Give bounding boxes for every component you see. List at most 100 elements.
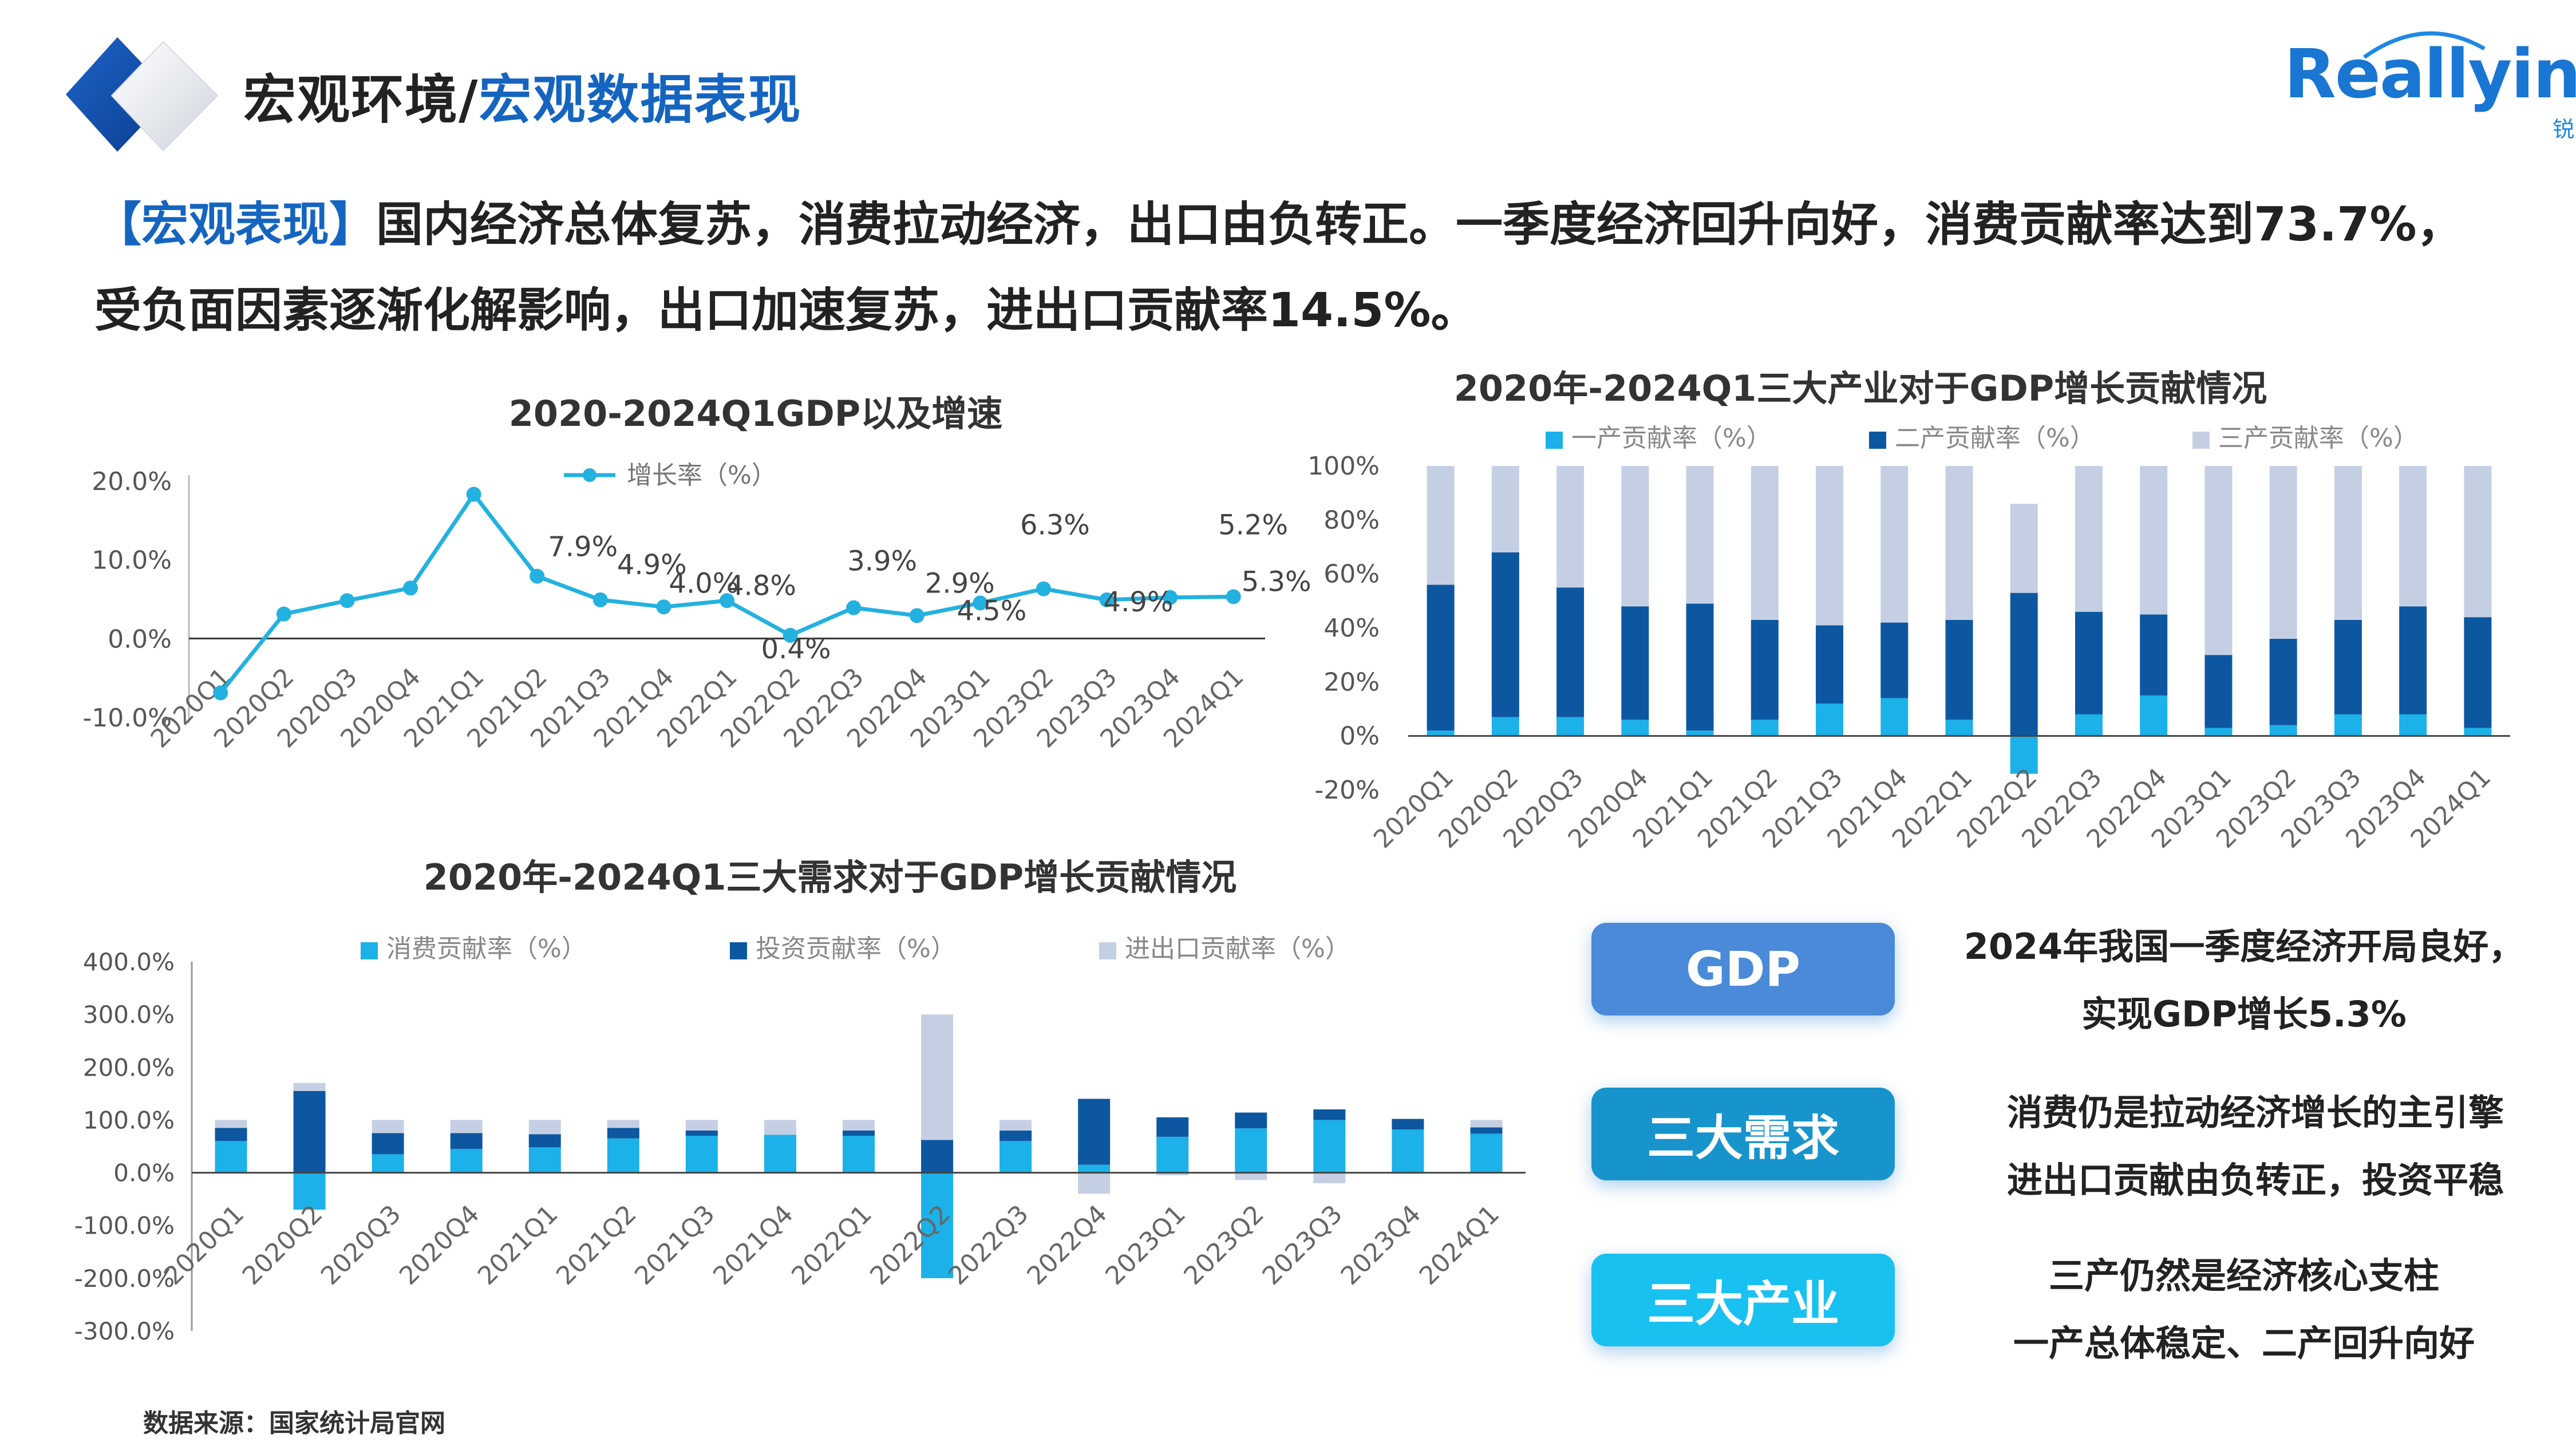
gdp-y-tick: -10.0% bbox=[82, 704, 172, 733]
demand-bar-2 bbox=[999, 1130, 1032, 1141]
industry-bar-3 bbox=[1880, 466, 1909, 623]
demand-legend-swatch bbox=[1099, 942, 1116, 959]
industry-legend-swatch bbox=[1869, 432, 1886, 449]
demand-legend-label: 投资贡献率（%） bbox=[756, 934, 956, 963]
industry-y-tick: 40% bbox=[1323, 614, 1380, 643]
industry-bar-2 bbox=[2140, 614, 2168, 696]
gdp-point bbox=[530, 568, 545, 584]
industry-y-tick: 60% bbox=[1323, 560, 1380, 589]
demand-bar-2 bbox=[450, 1133, 483, 1149]
industry-bar-3 bbox=[2334, 466, 2362, 620]
logo-brand: Reallyinfo bbox=[2284, 34, 2576, 113]
demand-legend-swatch bbox=[730, 942, 747, 959]
demand-bar-1 bbox=[999, 1141, 1032, 1173]
gdp-data-label: 4.9% bbox=[1104, 586, 1174, 618]
industry-bar-3 bbox=[1816, 466, 1844, 626]
industry-bar-2 bbox=[2010, 592, 2038, 736]
demand-x-tick: 2022Q3 bbox=[943, 1199, 1034, 1291]
gdp-point bbox=[1036, 581, 1051, 596]
gdp-point bbox=[783, 627, 798, 643]
demand-legend-label: 消费贡献率（%） bbox=[386, 934, 587, 963]
industry-bar-2 bbox=[1880, 622, 1909, 698]
demand-bar-2 bbox=[215, 1128, 247, 1141]
demand-x-tick: 2021Q3 bbox=[629, 1199, 721, 1291]
gdp-data-label: 4.9% bbox=[617, 549, 687, 581]
industry-bar-2 bbox=[1816, 625, 1844, 704]
page-title: 宏观环境/宏观数据表现 bbox=[243, 57, 802, 133]
industry-bar-3 bbox=[1751, 466, 1779, 620]
demand-bar-1 bbox=[1235, 1128, 1267, 1173]
demand-x-tick: 2021Q1 bbox=[472, 1199, 564, 1291]
industry-bar-1 bbox=[2140, 695, 2168, 736]
gdp-point bbox=[213, 685, 228, 701]
summary-gdp-line1: 2024年我国一季度经济开局良好， bbox=[1963, 926, 2524, 967]
industry-legend-label: 二产贡献率（%） bbox=[1895, 424, 2095, 453]
demand-bar-3 bbox=[843, 1120, 875, 1131]
industry-y-tick: 20% bbox=[1323, 667, 1380, 697]
demand-y-tick: 100.0% bbox=[83, 1106, 175, 1134]
summary-label-demand: 三大需求 bbox=[1646, 1109, 1839, 1166]
industry-bar-1 bbox=[1556, 717, 1585, 736]
demand-bar-1 bbox=[293, 1172, 326, 1210]
industry-bar-1 bbox=[2464, 728, 2492, 736]
demand-bar-1 bbox=[1392, 1129, 1424, 1173]
demand-bar-1 bbox=[685, 1136, 718, 1173]
demand-x-tick: 2023Q1 bbox=[1100, 1199, 1191, 1291]
gdp-point bbox=[1099, 592, 1115, 607]
gdp-data-label: 6.3% bbox=[1020, 509, 1090, 542]
industry-bar-1 bbox=[2075, 714, 2103, 736]
industry-bar-1 bbox=[2334, 714, 2362, 736]
gdp-data-label: 4.5% bbox=[957, 595, 1026, 627]
industry-bar-3 bbox=[1427, 466, 1455, 585]
demand-bar-2 bbox=[293, 1091, 326, 1173]
demand-bar-3 bbox=[1470, 1120, 1503, 1128]
summary-label-industry: 三大产业 bbox=[1646, 1275, 1839, 1332]
industry-legend-label: 一产贡献率（%） bbox=[1571, 424, 1772, 453]
logo-arc-icon bbox=[2362, 31, 2486, 59]
intro-tag: 【宏观表现】 bbox=[94, 197, 377, 252]
demand-x-tick: 2022Q1 bbox=[786, 1199, 878, 1291]
industry-legend-label: 三产贡献率（%） bbox=[2218, 424, 2419, 453]
industry-y-tick: -20% bbox=[1314, 776, 1380, 805]
demand-bar-2 bbox=[1392, 1119, 1424, 1130]
summary-text-industry: 三产仍然是经济核心支柱 一产总体稳定、二产回升向好 bbox=[1935, 1242, 2553, 1377]
gdp-point bbox=[973, 595, 988, 611]
demand-bar-1 bbox=[215, 1141, 247, 1173]
industry-bar-2 bbox=[1491, 552, 1519, 717]
industry-bar-3 bbox=[2399, 466, 2427, 607]
demand-bar-3 bbox=[999, 1120, 1032, 1131]
summary-industry-line1: 三产仍然是经济核心支柱 bbox=[2048, 1255, 2439, 1297]
demand-bar-2 bbox=[1470, 1127, 1503, 1134]
title-part2: 宏观数据表现 bbox=[479, 69, 802, 131]
demand-y-tick: 0.0% bbox=[113, 1159, 175, 1187]
demand-bar-3 bbox=[921, 1014, 954, 1140]
demand-chart-title: 2020年-2024Q1三大需求对于GDP增长贡献情况 bbox=[423, 856, 1237, 898]
industry-bar-1 bbox=[1945, 720, 1973, 736]
demand-bar-3 bbox=[1313, 1172, 1346, 1183]
demand-y-tick: 300.0% bbox=[83, 1001, 175, 1029]
intro-text: 【宏观表现】国内经济总体复苏，消费拉动经济，出口由负转正。一季度经济回升向好，消… bbox=[94, 182, 2533, 354]
demand-y-tick: -200.0% bbox=[74, 1265, 175, 1293]
gdp-point bbox=[846, 600, 862, 615]
industry-legend-swatch bbox=[1546, 432, 1563, 449]
industry-legend-swatch bbox=[2192, 432, 2210, 449]
demand-bar-2 bbox=[1078, 1099, 1111, 1165]
demand-bar-2 bbox=[921, 1140, 954, 1173]
demand-bar-2 bbox=[372, 1133, 404, 1155]
demand-bar-1 bbox=[450, 1149, 483, 1173]
gdp-legend-label: 增长率（%） bbox=[627, 461, 777, 490]
demand-legend-swatch bbox=[361, 942, 378, 959]
industry-bar-2 bbox=[2464, 617, 2492, 728]
industry-bar-3 bbox=[2269, 466, 2297, 639]
demand-bar-3 bbox=[685, 1120, 718, 1131]
demand-x-tick: 2023Q3 bbox=[1257, 1199, 1349, 1291]
demand-bar-3 bbox=[293, 1082, 326, 1091]
demand-x-tick: 2021Q2 bbox=[551, 1199, 642, 1291]
demand-bar-1 bbox=[1156, 1136, 1189, 1173]
gdp-data-label: 4.0% bbox=[669, 567, 738, 599]
gdp-data-label: 3.9% bbox=[847, 546, 917, 578]
demand-bar-3 bbox=[372, 1120, 404, 1133]
demand-bar-1 bbox=[1313, 1120, 1346, 1173]
gdp-chart-title: 2020-2024Q1GDP以及增速 bbox=[508, 393, 1003, 434]
